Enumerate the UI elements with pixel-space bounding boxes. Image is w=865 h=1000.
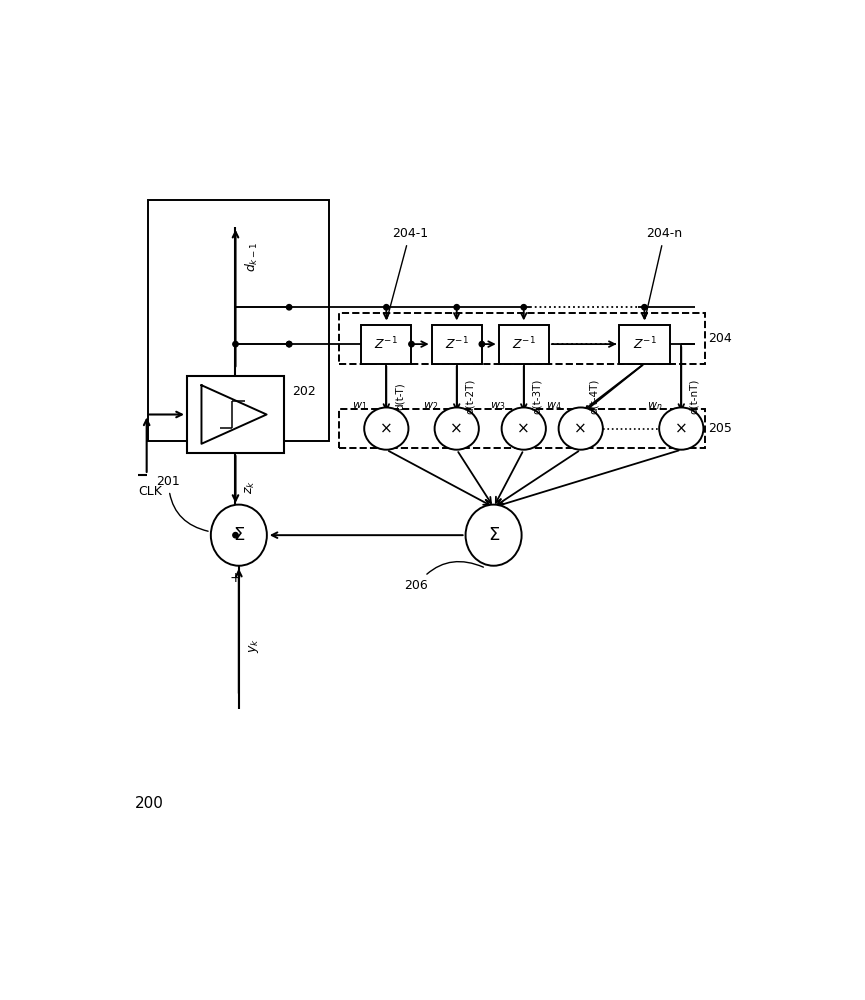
Text: $w_3$: $w_3$ xyxy=(490,400,505,412)
Text: Σ: Σ xyxy=(488,526,499,544)
Text: 206: 206 xyxy=(405,562,484,592)
Bar xyxy=(149,200,330,441)
Ellipse shape xyxy=(465,505,522,566)
Ellipse shape xyxy=(502,407,546,450)
Text: 202: 202 xyxy=(292,385,317,398)
Text: ×: × xyxy=(517,421,530,436)
Ellipse shape xyxy=(434,407,479,450)
Text: $Z^{-1}$: $Z^{-1}$ xyxy=(512,336,535,352)
Bar xyxy=(362,325,412,364)
Circle shape xyxy=(286,305,292,310)
Bar xyxy=(339,313,705,364)
Text: $w_4$: $w_4$ xyxy=(547,400,562,412)
Text: ×: × xyxy=(675,421,688,436)
Text: d(t-3T): d(t-3T) xyxy=(532,378,541,414)
Text: Σ: Σ xyxy=(234,526,245,544)
Text: d(t-T): d(t-T) xyxy=(394,382,404,410)
Text: $Z^{-1}$: $Z^{-1}$ xyxy=(445,336,469,352)
Polygon shape xyxy=(202,385,266,444)
Text: $w_n$: $w_n$ xyxy=(647,400,663,412)
Circle shape xyxy=(479,341,484,347)
Text: 204: 204 xyxy=(708,332,732,345)
Text: ×: × xyxy=(380,421,393,436)
Circle shape xyxy=(286,341,292,347)
Text: CLK: CLK xyxy=(138,485,162,498)
Ellipse shape xyxy=(659,407,703,450)
Circle shape xyxy=(233,341,238,347)
Circle shape xyxy=(384,305,389,310)
Text: 200: 200 xyxy=(135,796,163,811)
Ellipse shape xyxy=(559,407,603,450)
Bar xyxy=(432,325,482,364)
Text: 201: 201 xyxy=(157,475,208,531)
Text: d(t-4T): d(t-4T) xyxy=(589,378,599,414)
Bar xyxy=(187,376,284,453)
Circle shape xyxy=(642,305,647,310)
Text: 204-1: 204-1 xyxy=(387,227,428,319)
Circle shape xyxy=(409,341,414,347)
Circle shape xyxy=(521,305,527,310)
Bar xyxy=(619,325,670,364)
Bar xyxy=(339,409,705,448)
Text: ×: × xyxy=(574,421,587,436)
Text: $Z^{-1}$: $Z^{-1}$ xyxy=(375,336,398,352)
Circle shape xyxy=(286,341,292,347)
Ellipse shape xyxy=(211,505,267,566)
Text: $Z^{-1}$: $Z^{-1}$ xyxy=(632,336,657,352)
Text: d(t-2T): d(t-2T) xyxy=(465,378,475,414)
Text: $w_1$: $w_1$ xyxy=(352,400,368,412)
Text: 205: 205 xyxy=(708,422,732,435)
Text: $z_k$: $z_k$ xyxy=(244,480,257,494)
Circle shape xyxy=(454,305,459,310)
Bar xyxy=(498,325,549,364)
Text: $y_k$: $y_k$ xyxy=(247,638,261,653)
Text: 204-n: 204-n xyxy=(645,227,682,319)
Circle shape xyxy=(233,532,238,538)
Text: $w_2$: $w_2$ xyxy=(423,400,438,412)
Text: +: + xyxy=(230,571,241,585)
Text: ×: × xyxy=(451,421,463,436)
Text: d(t-nT): d(t-nT) xyxy=(689,378,699,414)
Text: $d_{k-1}$: $d_{k-1}$ xyxy=(244,242,260,272)
Ellipse shape xyxy=(364,407,408,450)
